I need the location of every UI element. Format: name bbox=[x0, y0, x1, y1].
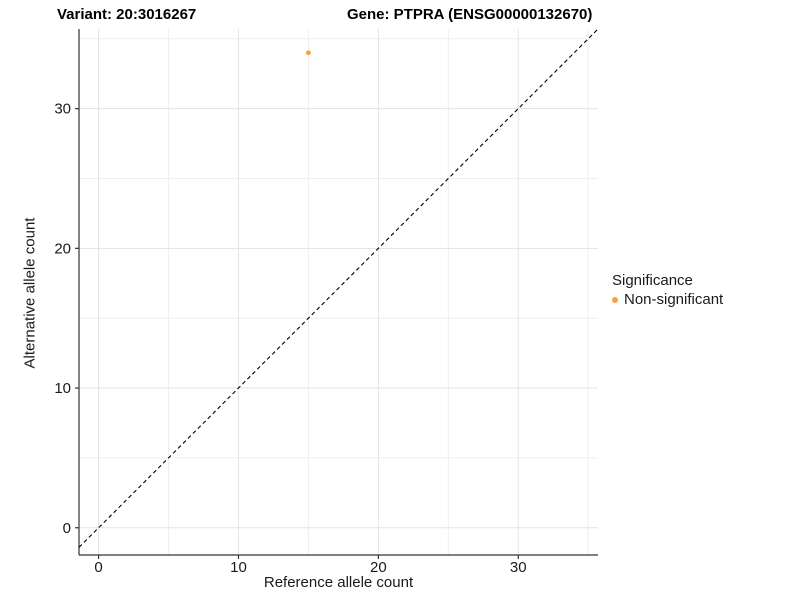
data-point bbox=[306, 50, 311, 56]
x-tick-label: 20 bbox=[370, 559, 387, 576]
identity-line bbox=[78, 28, 599, 548]
legend: Significance Non-significant bbox=[612, 271, 723, 309]
legend-point-icon bbox=[612, 296, 618, 303]
legend-title: Significance bbox=[612, 272, 693, 289]
y-axis-title: Alternative allele count bbox=[21, 217, 39, 369]
x-tick-label: 0 bbox=[94, 559, 102, 576]
y-tick-label: 30 bbox=[54, 101, 71, 118]
legend-item-label: Non-significant bbox=[624, 291, 724, 308]
y-tick-label: 0 bbox=[63, 520, 71, 537]
x-axis-title: Reference allele count bbox=[263, 574, 414, 591]
x-tick-label: 30 bbox=[510, 559, 527, 576]
gene-title: Gene: PTPRA (ENSG00000132670) bbox=[347, 6, 593, 23]
y-tick-label: 20 bbox=[54, 240, 71, 257]
legend-item: Non-significant bbox=[612, 290, 723, 309]
variant-title: Variant: 20:3016267 bbox=[57, 6, 197, 23]
y-tick-label: 10 bbox=[54, 380, 71, 397]
x-tick-label: 10 bbox=[230, 559, 247, 576]
